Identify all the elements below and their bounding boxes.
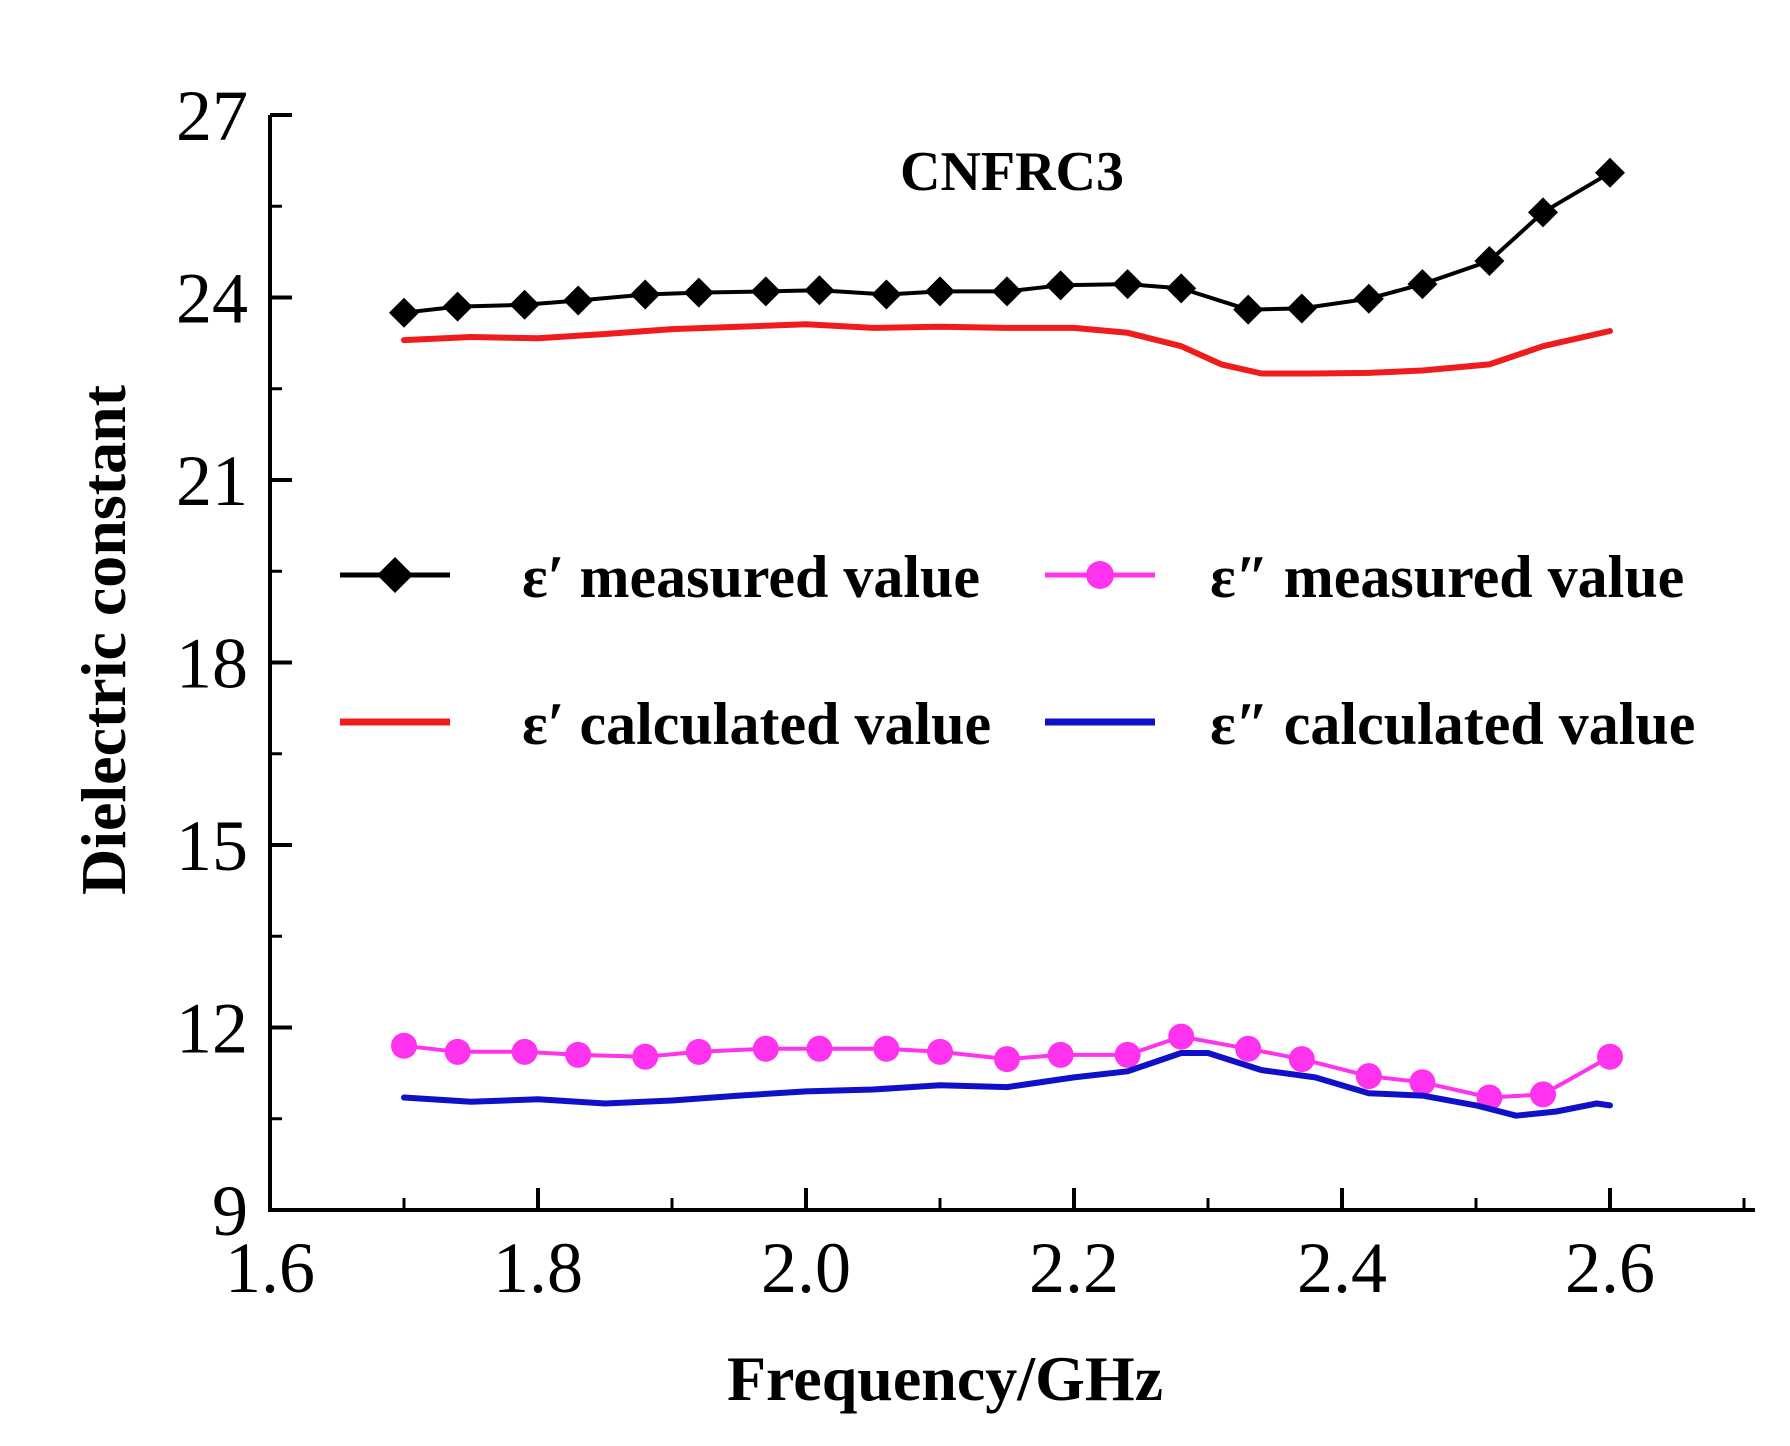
x-tick-label: 2.4 xyxy=(1297,1228,1387,1308)
legend-item-eps2-calculated: ε″ calculated value xyxy=(1045,691,1695,757)
data-point-eps2-measured xyxy=(632,1043,659,1070)
y-tick-label: 27 xyxy=(176,76,248,156)
legend-item-eps1-calculated: ε′ calculated value xyxy=(340,691,991,757)
legend-label-eps2-measured: ε″ measured value xyxy=(1210,544,1684,610)
y-tick-label: 21 xyxy=(176,441,248,521)
data-point-eps1-measured xyxy=(1233,294,1264,325)
legend-label-eps1-measured: ε′ measured value xyxy=(522,544,980,610)
data-point-eps1-measured xyxy=(442,291,473,322)
y-tick-label: 24 xyxy=(176,259,248,339)
x-tick-label: 2.2 xyxy=(1029,1228,1119,1308)
data-point-eps1-measured xyxy=(871,279,902,310)
data-point-eps1-measured xyxy=(804,275,835,306)
data-point-eps1-measured xyxy=(509,289,540,320)
legend: ε′ measured value ε″ measured value ε′ c… xyxy=(340,544,1695,757)
data-point-eps1-measured xyxy=(389,297,419,328)
legend-item-eps2-measured: ε″ measured value xyxy=(1045,544,1684,610)
data-point-eps2-measured xyxy=(1114,1041,1141,1068)
legend-label-eps2-calculated: ε″ calculated value xyxy=(1210,691,1695,757)
data-point-eps1-measured xyxy=(750,276,781,307)
y-axis-ticks: 9 12 15 18 21 24 27 xyxy=(176,76,292,1251)
x-tick-label: 2.0 xyxy=(761,1228,851,1308)
data-point-eps1-measured xyxy=(992,276,1022,307)
data-point-eps2-measured xyxy=(1168,1023,1195,1050)
data-point-eps1-measured xyxy=(1112,269,1143,300)
data-point-eps2-measured xyxy=(1597,1043,1623,1070)
data-point-eps1-measured xyxy=(1528,197,1558,228)
legend-item-eps1-measured: ε′ measured value xyxy=(340,544,980,610)
legend-label-eps1-calculated: ε′ calculated value xyxy=(522,691,991,757)
y-tick-label: 18 xyxy=(176,624,248,704)
data-point-eps2-measured xyxy=(444,1038,471,1065)
data-point-eps2-measured xyxy=(391,1032,417,1059)
series-eps1-measured xyxy=(389,157,1625,328)
data-point-eps1-measured xyxy=(630,279,661,310)
data-point-eps2-measured xyxy=(685,1038,712,1065)
data-point-eps1-measured xyxy=(1595,157,1625,188)
data-point-eps1-measured xyxy=(683,277,714,308)
series-eps2-measured xyxy=(391,1023,1623,1111)
data-point-eps1-measured xyxy=(1286,293,1317,324)
series-line-eps1-calculated xyxy=(401,321,1613,377)
series-layer xyxy=(389,157,1625,1119)
x-axis-ticks: 1.6 1.8 2.0 2.2 2.4 2.6 xyxy=(225,1188,1746,1308)
data-point-eps2-measured xyxy=(511,1038,538,1065)
data-point-eps2-measured xyxy=(1288,1046,1315,1073)
data-point-eps2-measured xyxy=(1409,1069,1436,1096)
x-tick-label: 1.8 xyxy=(493,1228,583,1308)
data-point-eps2-measured xyxy=(1476,1084,1503,1111)
legend-swatch-eps2-measured-marker xyxy=(1086,561,1114,589)
data-point-eps2-measured xyxy=(565,1041,592,1068)
data-point-eps1-measured xyxy=(563,285,594,316)
y-axis-title: Dielectric constant xyxy=(68,384,139,895)
x-tick-label: 1.6 xyxy=(225,1228,315,1308)
data-point-eps1-measured xyxy=(1353,283,1384,314)
data-point-eps2-measured xyxy=(752,1035,779,1062)
y-tick-label: 9 xyxy=(212,1171,248,1251)
data-point-eps2-measured xyxy=(1355,1063,1382,1090)
data-point-eps2-measured xyxy=(927,1038,953,1065)
data-point-eps2-measured xyxy=(806,1035,833,1062)
y-tick-label: 12 xyxy=(176,989,248,1069)
data-point-eps2-measured xyxy=(994,1046,1020,1073)
data-point-eps2-measured xyxy=(873,1035,900,1062)
data-point-eps1-measured xyxy=(1045,270,1076,301)
series-eps1-calculated xyxy=(401,321,1613,377)
data-point-eps2-measured xyxy=(1047,1041,1074,1068)
data-point-eps2-measured xyxy=(1235,1035,1262,1062)
data-point-eps1-measured xyxy=(1407,269,1438,300)
series-line-eps2-calculated xyxy=(401,1050,1613,1119)
chart-title: CNFRC3 xyxy=(900,141,1124,203)
data-point-eps1-measured xyxy=(925,276,955,307)
x-axis-title: Frequency/GHz xyxy=(727,1343,1163,1414)
legend-swatch-eps1-measured-marker xyxy=(377,557,413,593)
series-eps2-calculated xyxy=(401,1050,1613,1119)
y-tick-label: 15 xyxy=(176,806,248,886)
x-tick-label: 2.6 xyxy=(1565,1228,1655,1308)
data-point-eps1-measured xyxy=(1166,273,1197,304)
data-point-eps2-measured xyxy=(1530,1081,1556,1108)
data-point-eps1-measured xyxy=(1474,246,1505,276)
